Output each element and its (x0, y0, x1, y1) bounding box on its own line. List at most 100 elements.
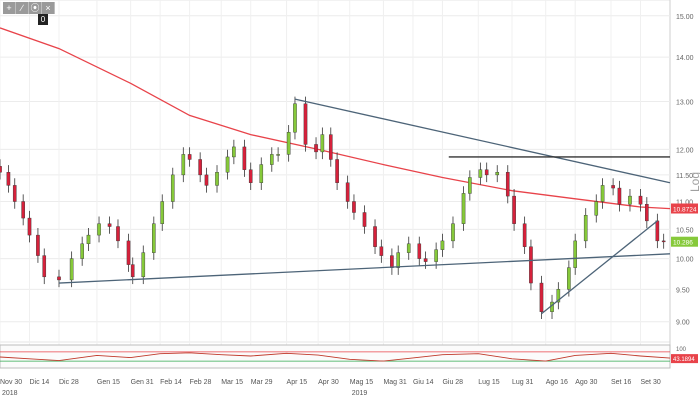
y-tick-label: 10.00 (676, 257, 694, 264)
candle-body (276, 154, 280, 156)
x-tick-label: Mar 15 (221, 379, 243, 386)
trendlines-layer (58, 98, 671, 315)
y-tick-label: 11.00 (676, 200, 693, 207)
candle-body (57, 276, 61, 281)
candle-body (390, 255, 394, 268)
candle-body (69, 258, 74, 281)
candle-body (27, 217, 32, 236)
y-tick-label: 13.00 (676, 99, 694, 106)
candle-body (628, 195, 632, 205)
candle-body (505, 172, 510, 197)
candle-body (417, 243, 422, 259)
x-tick-label: Gen 15 (97, 379, 120, 386)
candle-body (204, 174, 209, 186)
candle-body (215, 172, 219, 186)
candle-body (303, 103, 308, 145)
candle-body (611, 185, 615, 189)
candle-body (80, 243, 84, 259)
year-label: 2018 (2, 390, 18, 397)
candle-body (645, 204, 649, 222)
candle-body (269, 154, 274, 165)
y-tick-label: 11.50 (676, 173, 693, 180)
candle-body (141, 252, 146, 278)
x-tick-label: Mar 29 (251, 379, 273, 386)
candle-body (396, 252, 401, 268)
candle-body (539, 282, 544, 312)
x-tick-label: Gen 31 (131, 379, 154, 386)
pencil-icon[interactable]: ∕ (16, 2, 29, 14)
candle-body (556, 289, 561, 303)
x-tick-label: Set 30 (641, 379, 661, 386)
oscillator-tick-label: 100 (676, 347, 687, 353)
x-tick-label: Apr 30 (318, 379, 339, 386)
chart-grid (0, 0, 671, 368)
candle-body (478, 169, 483, 178)
candle-body (617, 187, 622, 205)
candle-body (242, 146, 247, 170)
candle-body (286, 131, 291, 155)
x-tick-label: Dic 14 (29, 379, 49, 386)
candle-body (600, 185, 605, 202)
x-tick-label: Ago 16 (546, 379, 568, 386)
y-axis: 9.00 9.50 10.00 10.50 11.00 11.50 12.00 13.00 14… (676, 14, 694, 327)
candles-layer (0, 96, 666, 320)
candle-body (107, 223, 112, 227)
candle-body (160, 201, 165, 224)
candle-body (461, 193, 466, 224)
candle-body (116, 226, 120, 242)
oscillator-value-label: 43.1894 (673, 357, 695, 363)
settings-icon[interactable]: ⦿ (29, 2, 42, 14)
candle-body (352, 201, 356, 213)
candle-body (36, 234, 40, 256)
candle-body (638, 195, 643, 205)
candle-body (314, 144, 318, 153)
oscillator-panel: 100 43.1894 (0, 344, 698, 369)
candle-body (440, 240, 445, 250)
candle-body (583, 215, 588, 242)
y-tick-label: 9.00 (676, 320, 690, 327)
y-tick-label: 12.00 (676, 147, 694, 154)
candle-body (152, 223, 156, 253)
x-tick-label: Mag 15 (350, 379, 373, 386)
moving-average-line (0, 27, 671, 210)
x-axis: Nov 30 Dic 14 Dic 28 Gen 15 Gen 31 Feb 14 Feb … (0, 379, 661, 397)
candle-body (406, 243, 411, 253)
candle-body (170, 174, 175, 202)
y-tick-label: 14.00 (676, 55, 694, 62)
candle-body (187, 154, 192, 160)
candle-body (126, 240, 131, 265)
close-icon[interactable]: × (42, 2, 55, 14)
y-tick-label: 9.50 (676, 287, 690, 294)
candle-body (232, 146, 236, 158)
y-tick-label: 10.50 (676, 227, 694, 234)
candle-body (434, 249, 438, 262)
candle-body (42, 255, 47, 278)
candle-body (573, 240, 577, 268)
candle-body (468, 177, 472, 194)
price-tag-box (671, 203, 698, 214)
candle-body (484, 169, 489, 176)
x-tick-label: Lug 31 (512, 379, 534, 386)
x-tick-label: Dic 28 (59, 379, 79, 386)
x-tick-label: Feb 28 (190, 379, 212, 386)
price-tag-label: 10.286 (673, 240, 693, 247)
chart-toolbar: + ∕ ⦿ × (3, 2, 55, 14)
x-tick-label: Mag 31 (383, 379, 406, 386)
trendline (58, 253, 671, 284)
candle-body (0, 166, 2, 173)
candle-body (423, 258, 428, 262)
candle-body (328, 134, 333, 160)
candle-body (362, 212, 367, 227)
candle-body (335, 159, 339, 183)
plus-icon[interactable]: + (3, 2, 16, 14)
x-tick-label: Ago 30 (575, 379, 597, 386)
trendline (541, 220, 658, 315)
drawing-counter: 0 (38, 14, 48, 25)
candle-body (594, 201, 599, 216)
candle-body (21, 201, 25, 219)
price-tags: 10.8724 10.286 (671, 203, 698, 247)
candle-body (495, 172, 500, 176)
candle-body (198, 159, 202, 176)
